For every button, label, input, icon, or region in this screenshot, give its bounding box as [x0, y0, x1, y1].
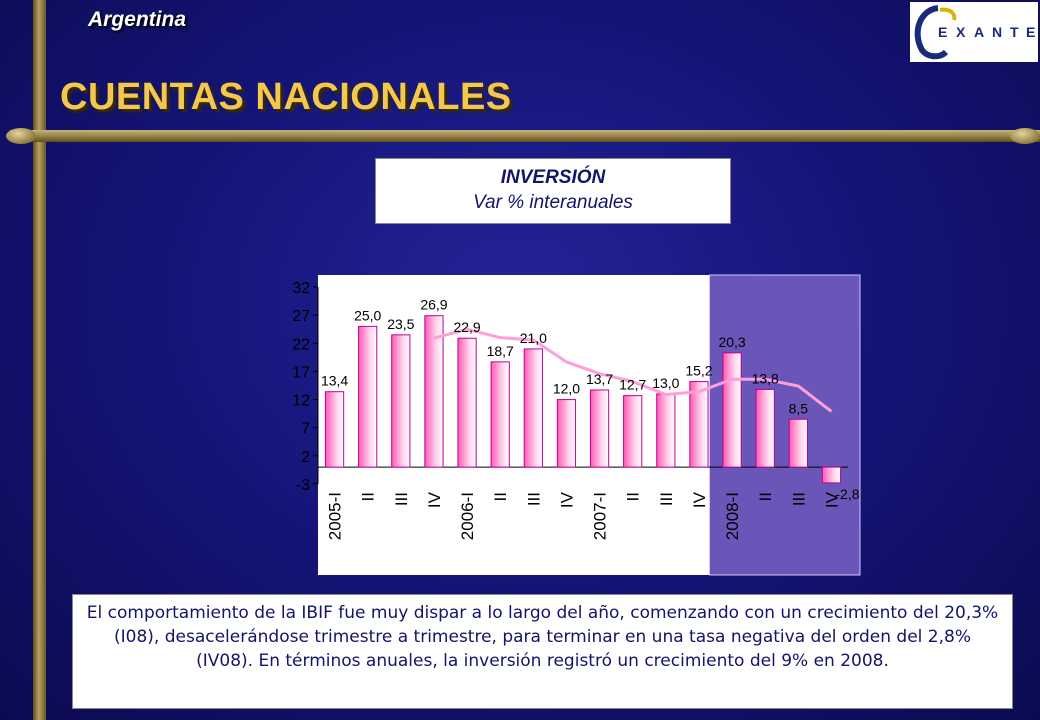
y-tick-label: 7: [301, 421, 310, 438]
x-category-label: III: [524, 492, 543, 506]
value-label: 23,5: [387, 316, 414, 332]
country-label: Argentina: [88, 8, 187, 31]
bar-III: [523, 348, 543, 468]
x-category-label: IV: [425, 491, 444, 508]
y-tick-label: -3: [296, 477, 310, 494]
x-category-label: II: [624, 492, 643, 501]
value-label: 22,9: [453, 319, 480, 335]
value-label: 12,7: [619, 377, 646, 393]
value-label: 13,8: [752, 370, 779, 386]
logo-letter-e: E: [938, 24, 948, 40]
logo-letter-n: N: [992, 24, 1003, 40]
value-label: 20,3: [718, 334, 745, 350]
value-label: 8,5: [789, 400, 809, 416]
y-tick-label: 12: [292, 393, 310, 410]
logo-letter-e2: E: [1026, 24, 1036, 40]
logo-swoosh-icon: [914, 5, 957, 60]
bar-2005-I: [324, 391, 345, 468]
x-category-label: II: [491, 492, 510, 501]
bar-IV: [689, 381, 709, 468]
value-label: 13,0: [652, 375, 679, 391]
header-divider-bar: [10, 130, 1040, 142]
bar-IV: [556, 399, 577, 468]
chart-subtitle-unit: Var % interanuales: [473, 192, 633, 213]
trend-line: [433, 327, 833, 413]
x-category-label: III: [789, 492, 808, 506]
bar-III: [391, 334, 411, 468]
value-label: 15,2: [685, 363, 712, 379]
x-category-label: 2006-I: [458, 492, 477, 540]
y-tick-label: 2: [301, 449, 310, 466]
x-category-label: IV: [557, 491, 576, 508]
bar-II: [623, 395, 643, 468]
value-label: 18,7: [487, 343, 514, 359]
x-category-label: 2007-I: [591, 492, 610, 540]
divider-right-cap: [1010, 128, 1040, 144]
page-title: CUENTAS NACIONALES: [60, 76, 512, 118]
value-label: -2,8: [835, 486, 859, 502]
value-label: 25,0: [354, 307, 381, 323]
value-label: 13,7: [586, 371, 613, 387]
bar-II: [755, 388, 775, 468]
value-label: 21,0: [520, 330, 547, 346]
bar-2006-I: [457, 337, 477, 468]
bar-III: [788, 418, 808, 468]
bar-II: [490, 361, 510, 468]
bar-II: [358, 325, 378, 468]
value-label: 12,0: [553, 381, 580, 397]
bar-2008-I: [722, 352, 742, 468]
x-category-label: 2005-I: [326, 492, 345, 540]
exante-logo: E X A N T E: [910, 2, 1038, 62]
value-label: 13,4: [321, 373, 348, 389]
x-category-label: 2008-I: [723, 492, 742, 540]
logo-letter-x: X: [956, 24, 966, 40]
x-category-label: IV: [822, 491, 841, 508]
y-tick-label: 27: [292, 308, 310, 325]
y-tick-label: 22: [292, 336, 310, 353]
x-category-label: II: [756, 492, 775, 501]
x-category-label: II: [359, 492, 378, 501]
divider-left-cap: [6, 128, 36, 144]
x-category-label: IV: [690, 491, 709, 508]
chart-subtitle-box: INVERSIÓN Var % interanuales: [375, 158, 731, 224]
bar-2007-I: [589, 389, 610, 468]
commentary-box: El comportamiento de la IBIF fue muy dis…: [72, 594, 1013, 709]
bar-IV: [424, 315, 444, 468]
logo-letter-a: A: [974, 24, 985, 40]
value-label: 26,9: [420, 297, 447, 313]
logo-letter-t: T: [1010, 24, 1019, 40]
y-tick-label: 17: [292, 364, 310, 381]
left-decorative-bar: [33, 0, 46, 720]
x-category-label: III: [392, 492, 411, 506]
bar-IV: [821, 466, 842, 484]
investment-chart: 32 27 22 17 12 7 2 -3 13,4 25,0 23,5 26,9 22,9 18,7 21…: [292, 274, 861, 576]
chart-subtitle-title: INVERSIÓN: [500, 167, 606, 188]
x-category-label: III: [657, 492, 676, 506]
y-tick-label: 32: [292, 280, 310, 297]
bar-III: [656, 393, 676, 468]
